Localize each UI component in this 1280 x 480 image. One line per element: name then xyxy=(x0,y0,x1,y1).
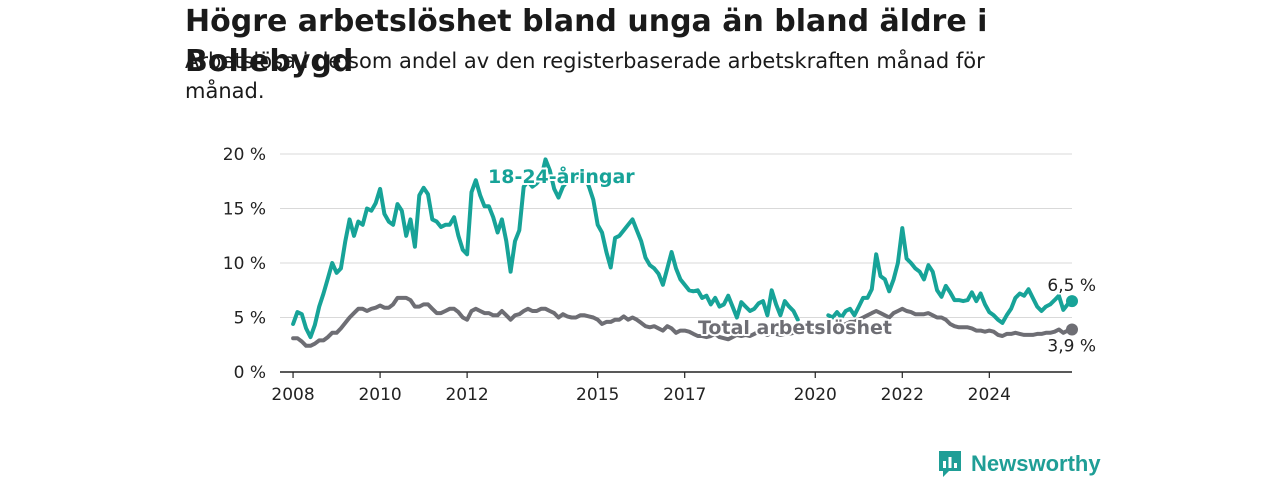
y-tick-label: 10 % xyxy=(223,254,266,274)
x-tick-label: 2020 xyxy=(794,385,837,405)
brand-name: Newsworthy xyxy=(971,451,1101,476)
chart-subtitle: Arbetslösa i de som andel av den registe… xyxy=(185,49,985,103)
x-tick-label: 2012 xyxy=(445,385,488,405)
chart-title: Högre arbetslöshet bland unga än bland ä… xyxy=(185,4,988,79)
brand-logo[interactable]: Newsworthy xyxy=(937,448,1101,480)
end-point-total xyxy=(1066,323,1078,336)
y-tick-label: 0 % xyxy=(234,363,266,383)
x-tick-label: 2010 xyxy=(358,385,401,405)
x-tick-label: 2017 xyxy=(663,385,706,405)
y-tick-label: 5 % xyxy=(234,309,266,329)
series-line-total xyxy=(291,295,1074,348)
series-label-youth: 18-24-åringar xyxy=(488,164,635,188)
x-tick-label: 2022 xyxy=(881,385,924,405)
y-tick-label: 15 % xyxy=(223,200,266,220)
end-label-youth: 6,5 % xyxy=(1047,276,1096,296)
series-label-total: Total arbetslöshet xyxy=(698,317,892,339)
x-tick-label: 2008 xyxy=(271,385,314,405)
end-point-youth xyxy=(1066,295,1078,308)
bar-chart-icon xyxy=(939,451,961,477)
end-label-total: 3,9 % xyxy=(1047,336,1096,356)
x-tick-label: 2024 xyxy=(968,385,1011,405)
x-tick-label: 2015 xyxy=(576,385,619,405)
y-tick-label: 20 % xyxy=(223,145,266,165)
series-line-youth xyxy=(291,157,1074,340)
